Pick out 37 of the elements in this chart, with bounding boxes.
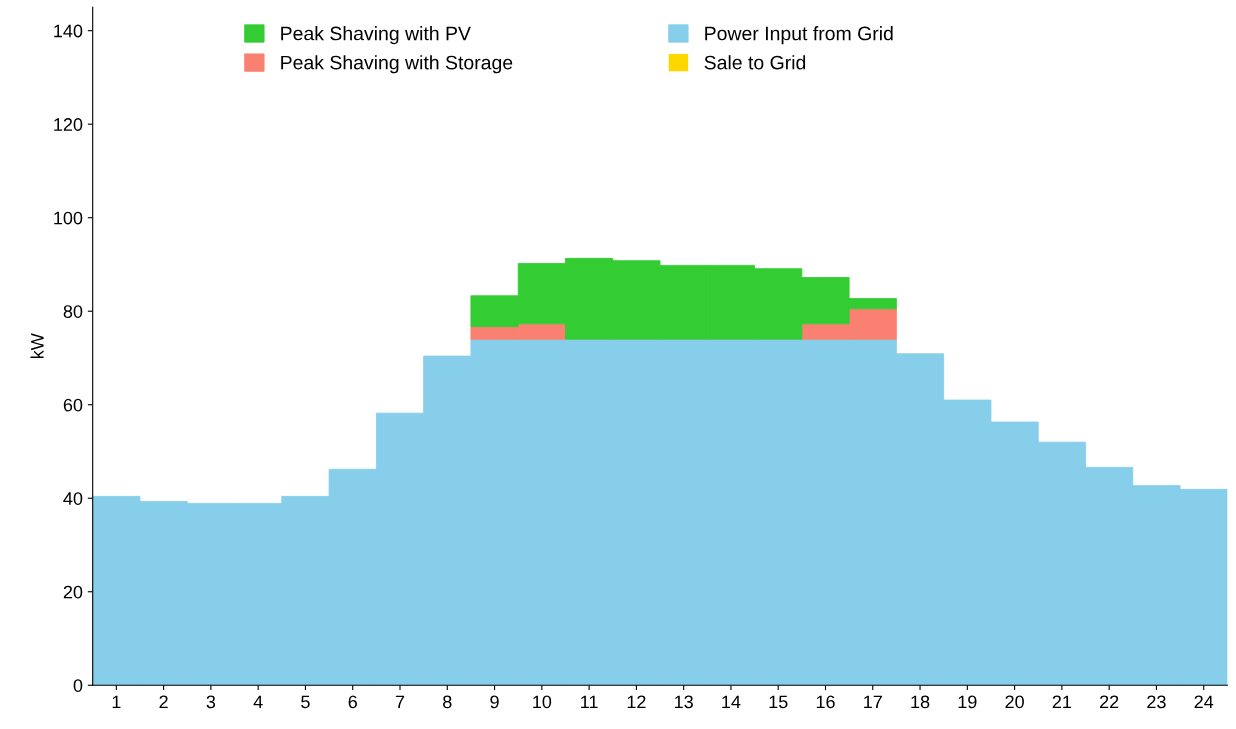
y-axis-title: kW [30, 333, 44, 359]
y-tick-label: 80 [63, 305, 83, 318]
x-tick-label: 14 [722, 695, 741, 709]
x-tick-label: 21 [1052, 695, 1072, 709]
y-tick-label: 60 [63, 398, 83, 412]
x-tick-label: 20 [1005, 695, 1024, 709]
x-tick-label: 18 [911, 695, 930, 709]
x-tick-label: 8 [443, 695, 452, 709]
x-tick-label: 3 [206, 695, 216, 709]
legend-label: Power Input from Grid [705, 26, 893, 45]
y-tick-label: 120 [54, 118, 83, 131]
x-tick-label: 5 [301, 695, 310, 709]
x-tick-label: 10 [533, 695, 552, 709]
legend-label: Sale to Grid [704, 55, 806, 70]
x-tick-label: 9 [490, 695, 499, 709]
x-tick-label: 23 [1147, 695, 1166, 709]
x-tick-label: 6 [348, 695, 357, 709]
x-tick-label: 15 [769, 695, 788, 709]
y-tick-label: 140 [54, 24, 83, 38]
y-tick-label: 20 [63, 585, 83, 599]
y-tick-label: 0 [73, 679, 83, 692]
x-tick-label: 19 [958, 695, 977, 709]
x-tick-label: 2 [159, 695, 168, 709]
y-tick-label: 100 [54, 211, 83, 225]
y-tick-label: 40 [63, 492, 83, 505]
x-tick-label: 4 [253, 695, 263, 709]
x-tick-label: 24 [1194, 695, 1214, 709]
x-tick-label: 22 [1100, 695, 1119, 709]
x-tick-label: 12 [627, 695, 646, 709]
x-tick-label: 11 [581, 695, 598, 709]
x-tick-label: 17 [864, 695, 882, 709]
x-tick-label: 7 [395, 695, 405, 709]
x-tick-label: 13 [675, 695, 693, 709]
x-tick-label: 1 [112, 695, 121, 709]
legend-label: Peak Shaving with Storage [281, 55, 513, 74]
legend-label: Peak Shaving with PV [281, 26, 471, 45]
x-tick-label: 16 [816, 695, 835, 709]
